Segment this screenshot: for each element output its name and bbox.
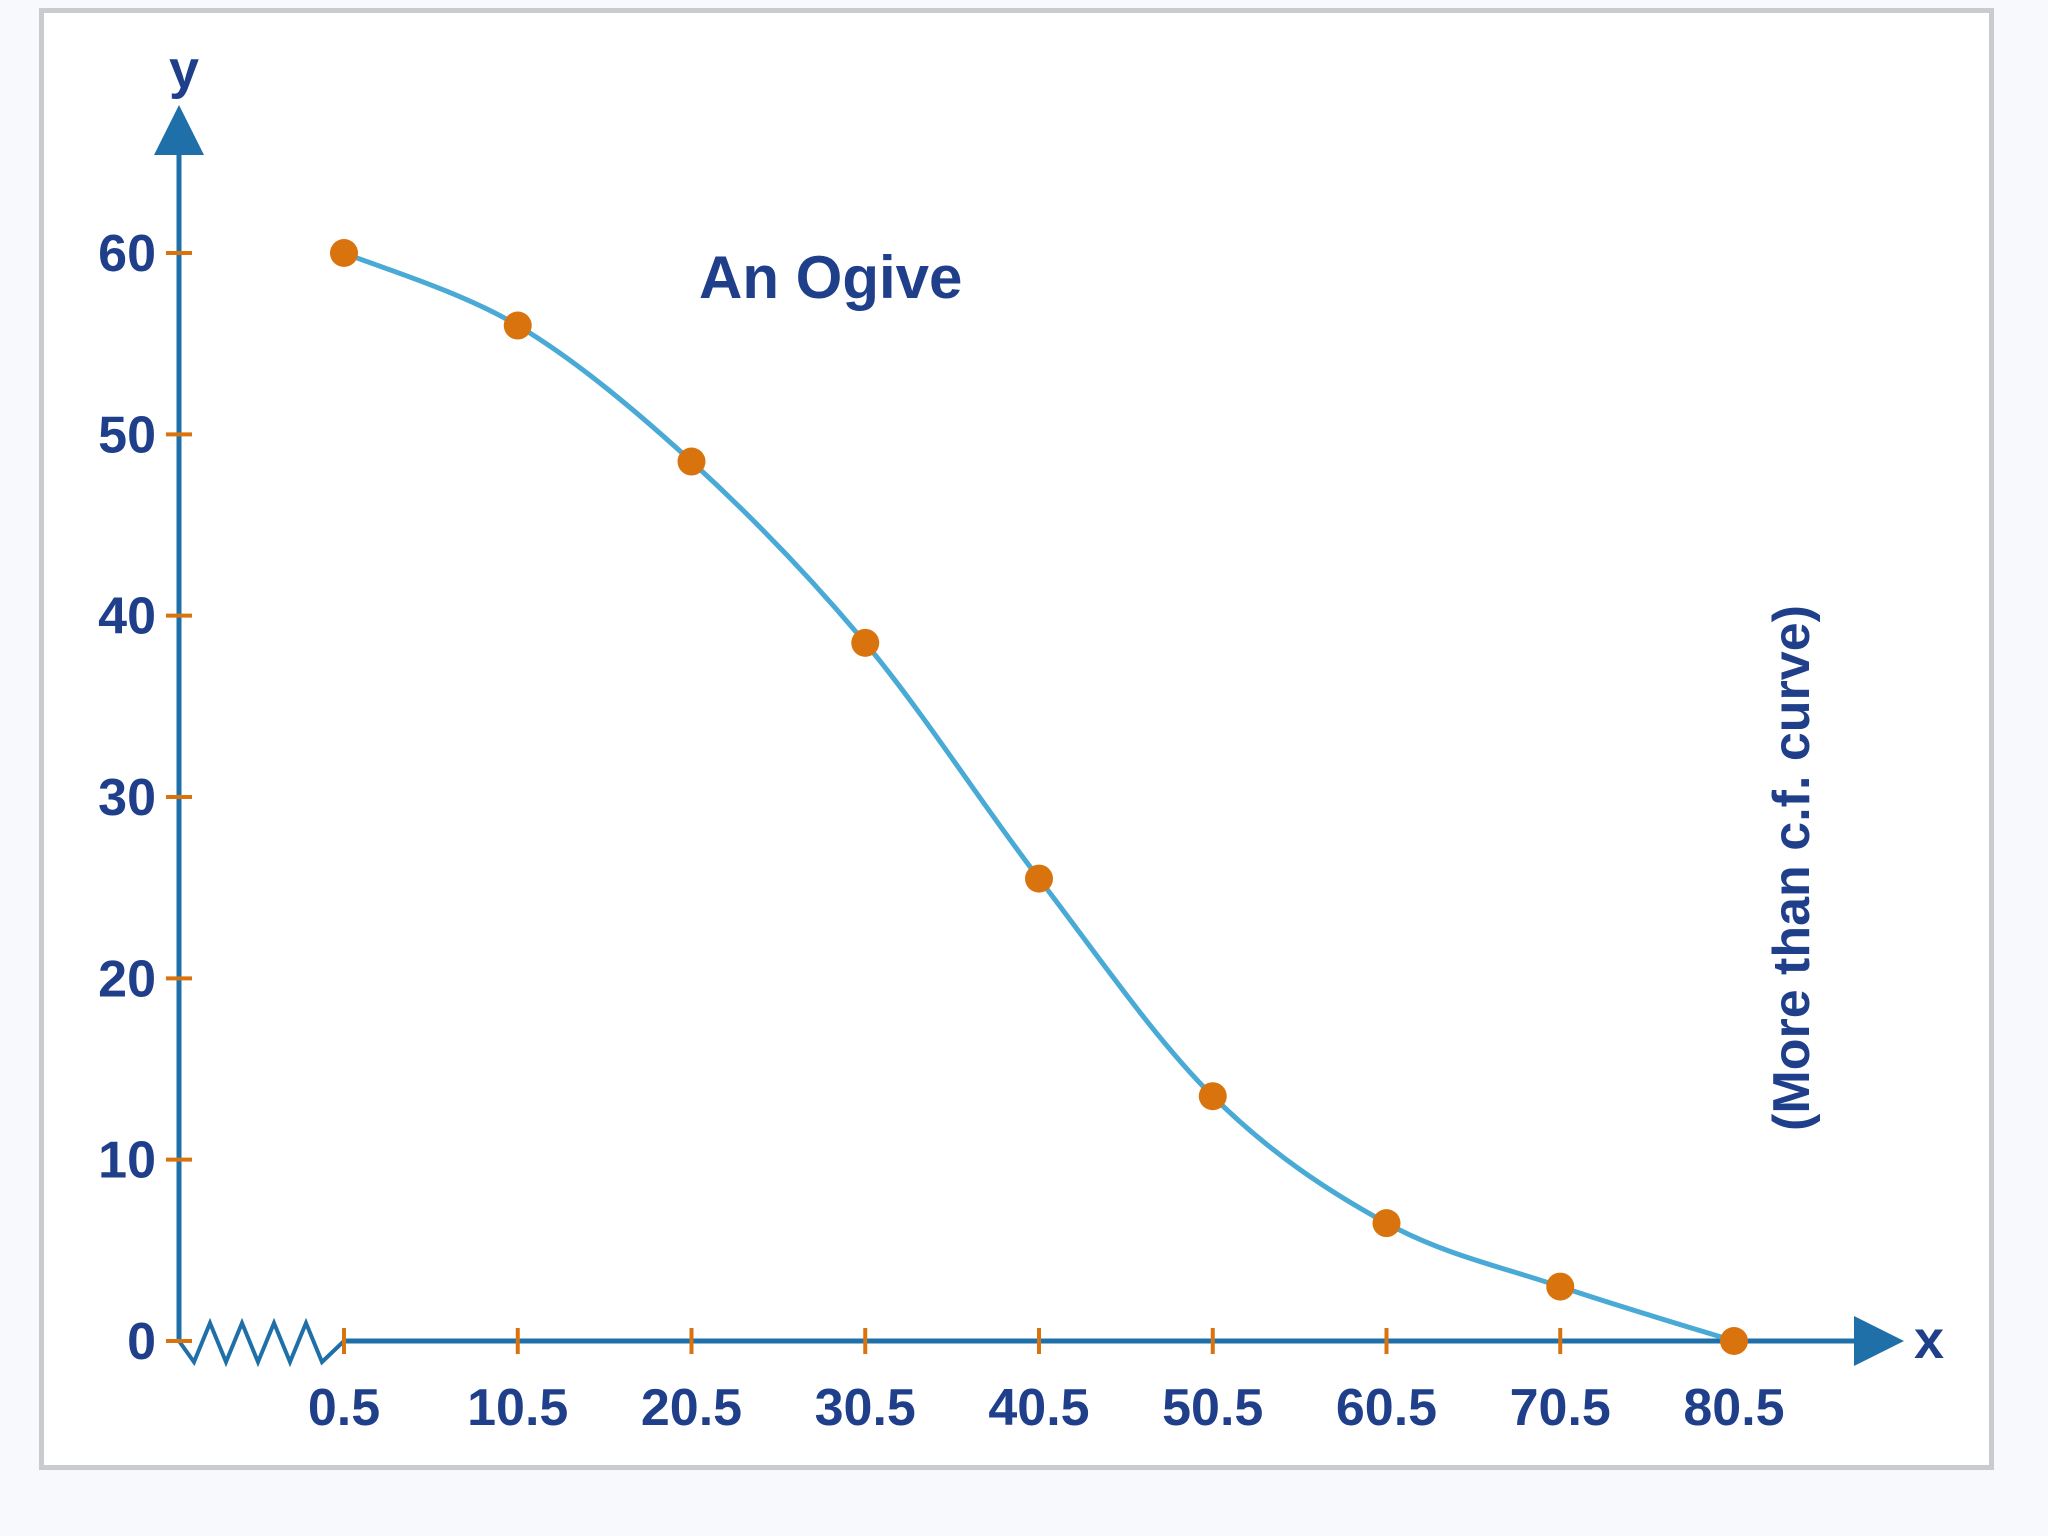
data-point <box>1198 1082 1227 1111</box>
x-axis-ticks: 0.5 10.5 20.5 30.5 40.5 50.5 60.5 70.5 80.5 <box>308 1328 1785 1437</box>
chart-frame: y x 0 10 20 30 40 50 60 0.5 10.5 20.5 30.5 40.5 50.… <box>39 8 1994 1470</box>
x-axis-label: x <box>1914 1310 1944 1370</box>
data-point <box>1372 1209 1401 1238</box>
data-point <box>1025 864 1053 893</box>
curve-annotation: (More than c.f. curve) <box>1763 605 1821 1131</box>
y-tick-label: 40 <box>98 588 156 646</box>
data-point <box>1546 1272 1575 1301</box>
y-axis-ticks: 0 10 20 30 40 50 60 <box>98 225 192 1371</box>
ogive-chart: y x 0 10 20 30 40 50 60 0.5 10.5 20.5 30.5 40.5 50.… <box>98 40 1944 1437</box>
x-tick-label: 80.5 <box>1683 1379 1784 1437</box>
x-tick-label: 50.5 <box>1162 1379 1263 1437</box>
y-tick-label: 10 <box>98 1132 156 1190</box>
ogive-curve <box>343 250 1735 1344</box>
y-tick-label: 60 <box>98 225 156 283</box>
data-point <box>851 628 880 657</box>
x-tick-label: 40.5 <box>988 1379 1089 1437</box>
y-tick-label: 50 <box>98 406 156 464</box>
data-points <box>330 239 1748 1355</box>
data-point <box>503 311 532 340</box>
x-axis-break-zigzag <box>177 1317 346 1368</box>
x-tick-label: 60.5 <box>1336 1379 1437 1437</box>
y-tick-label: 30 <box>98 769 156 827</box>
data-point <box>677 447 706 476</box>
x-tick-label: 0.5 <box>308 1379 380 1437</box>
y-tick-label: 0 <box>127 1313 156 1371</box>
y-tick-label: 20 <box>98 950 156 1008</box>
data-point <box>330 239 358 267</box>
x-tick-label: 10.5 <box>467 1379 568 1437</box>
x-tick-label: 70.5 <box>1510 1379 1611 1437</box>
x-tick-label: 30.5 <box>815 1379 916 1437</box>
y-axis-label: y <box>169 40 199 100</box>
axes: y x <box>154 40 1944 1370</box>
x-tick-label: 20.5 <box>641 1379 742 1437</box>
data-point <box>1720 1327 1748 1355</box>
chart-title: An Ogive <box>699 244 962 311</box>
